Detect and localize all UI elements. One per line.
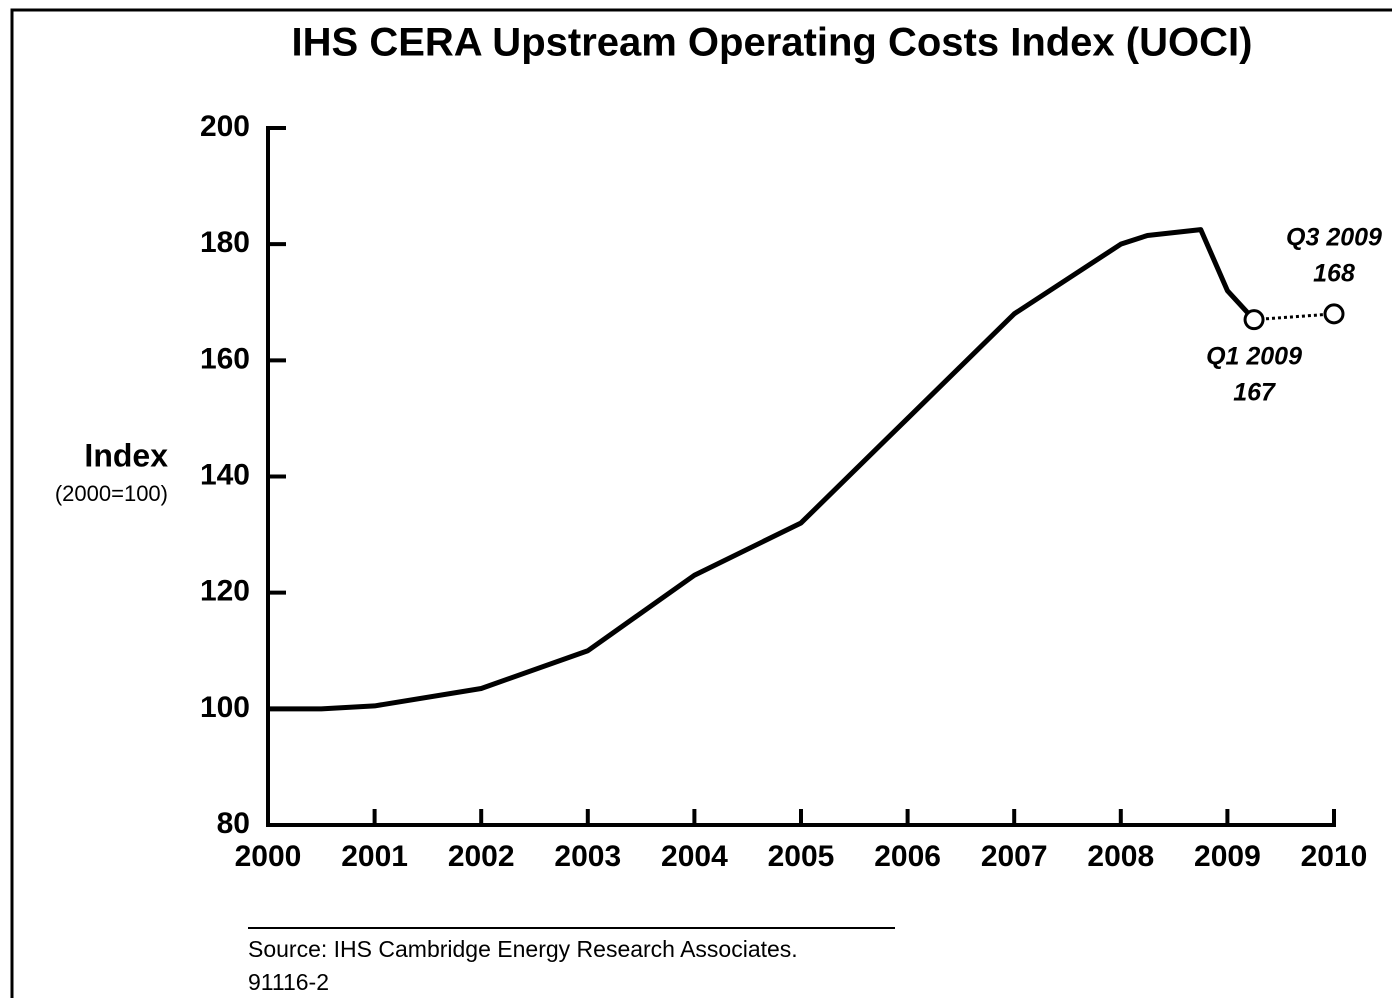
frame bbox=[10, 8, 1392, 998]
x-tick-label: 2007 bbox=[981, 840, 1048, 873]
y-axis-sublabel: (2000=100) bbox=[55, 481, 168, 506]
y-tick-label: 140 bbox=[200, 458, 250, 491]
figure-code: 91116-2 bbox=[248, 969, 329, 995]
y-tick-label: 100 bbox=[200, 691, 250, 724]
y-tick-label: 80 bbox=[217, 807, 250, 840]
x-tick-label: 2008 bbox=[1087, 840, 1154, 873]
x-tick-label: 2010 bbox=[1301, 840, 1368, 873]
y-axis-label: Index bbox=[84, 437, 168, 473]
y-tick-label: 200 bbox=[200, 110, 250, 143]
x-tick-label: 2005 bbox=[768, 840, 835, 873]
x-tick-label: 2002 bbox=[448, 840, 515, 873]
x-tick-label: 2000 bbox=[235, 840, 302, 873]
data-label: 168 bbox=[1313, 259, 1355, 287]
source-note: Source: IHS Cambridge Energy Research As… bbox=[248, 936, 798, 962]
x-tick-label: 2009 bbox=[1194, 840, 1261, 873]
data-label: 167 bbox=[1233, 378, 1276, 406]
line bbox=[268, 227, 1256, 712]
dotted-line bbox=[1253, 312, 1335, 322]
y-tick-label: 120 bbox=[200, 575, 250, 608]
point-marker bbox=[1243, 309, 1265, 331]
point-marker bbox=[1323, 303, 1345, 325]
x-tick-label: 2001 bbox=[341, 840, 408, 873]
x-tick-label: 2004 bbox=[661, 840, 728, 873]
annotation: Q1 2009 bbox=[1206, 342, 1302, 370]
annotation: Q3 2009 bbox=[1286, 223, 1382, 251]
x-tick-label: 2003 bbox=[554, 840, 621, 873]
y-tick-label: 160 bbox=[200, 342, 250, 375]
x-tick-label: 2006 bbox=[874, 840, 941, 873]
chart-title: IHS CERA Upstream Operating Costs Index … bbox=[292, 21, 1253, 65]
y-tick-label: 180 bbox=[200, 226, 250, 259]
